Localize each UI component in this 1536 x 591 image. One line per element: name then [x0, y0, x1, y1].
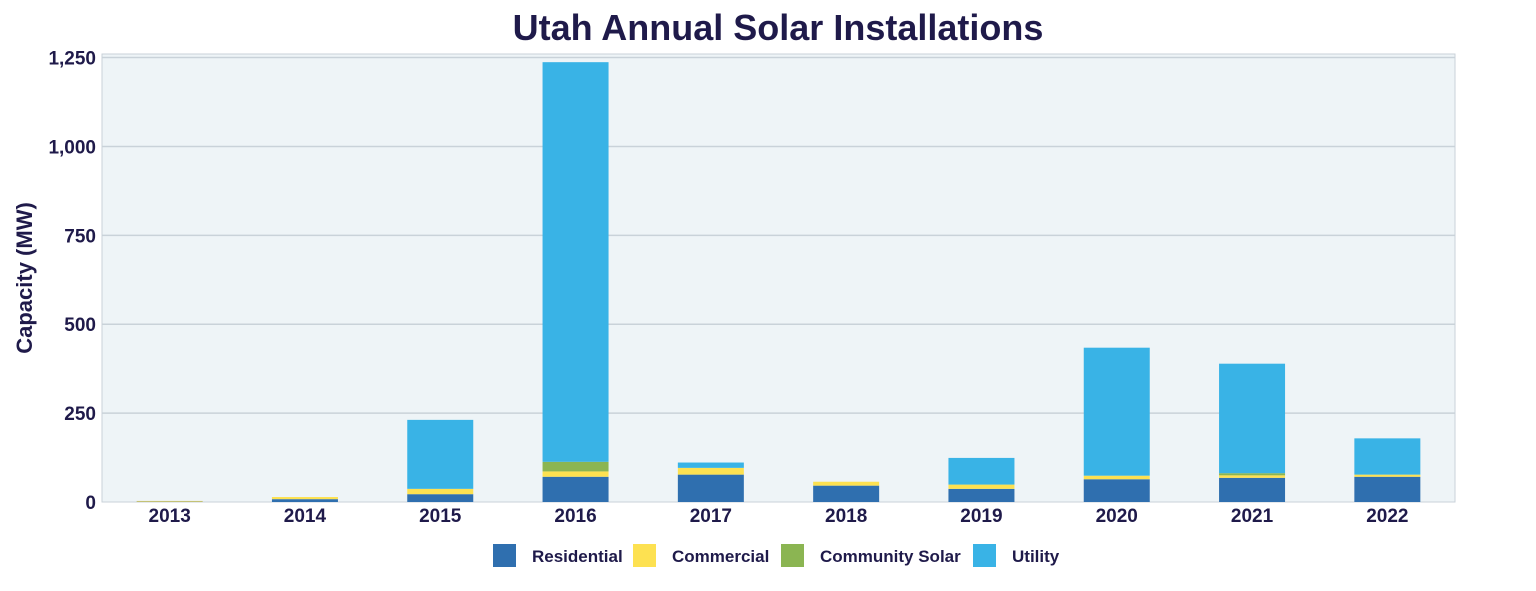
- bar-commercial-2017: [677, 467, 744, 475]
- bar-commercial-2021: [1219, 475, 1286, 478]
- y-tick-label: 0: [85, 493, 96, 514]
- bar-commercial-2019: [948, 484, 1015, 489]
- bar-residential-2019: [948, 488, 1015, 502]
- bar-commercial-2015: [407, 488, 474, 495]
- legend-item-utility[interactable]: Utility: [973, 544, 1060, 567]
- legend-label: Utility: [1012, 547, 1060, 566]
- x-tick-label: 2020: [1096, 506, 1138, 527]
- legend-swatch: [781, 544, 804, 567]
- bar-residential-2015: [407, 494, 474, 502]
- bar-residential-2022: [1354, 476, 1421, 502]
- bar-residential-2020: [1083, 479, 1150, 502]
- bar-utility-2020: [1083, 347, 1150, 476]
- bar-residential-2014: [271, 499, 338, 502]
- legend-item-residential[interactable]: Residential: [493, 544, 623, 567]
- bar-commercial-2013: [136, 500, 203, 502]
- legend-swatch: [973, 544, 996, 567]
- bar-commercial-2016: [542, 471, 609, 477]
- bar-commercial-2020: [1083, 475, 1150, 480]
- legend-label: Commercial: [672, 547, 769, 566]
- y-axis-label: Capacity (MW): [12, 202, 37, 354]
- bar-residential-2017: [677, 474, 744, 502]
- bar-utility-2021: [1219, 363, 1286, 474]
- x-tick-label: 2018: [825, 506, 867, 527]
- legend-item-community-solar[interactable]: Community Solar: [781, 544, 961, 567]
- bar-residential-2018: [813, 485, 880, 502]
- bar-utility-2016: [542, 62, 609, 462]
- x-tick-label: 2015: [419, 506, 462, 527]
- bar-commercial-2022: [1354, 474, 1421, 477]
- bar-commercial-2014: [271, 497, 338, 500]
- x-tick-label: 2014: [284, 506, 327, 527]
- legend-label: Community Solar: [820, 547, 961, 566]
- y-tick-label: 500: [64, 315, 96, 336]
- y-tick-label: 750: [64, 226, 96, 247]
- legend-swatch: [633, 544, 656, 567]
- legend-label: Residential: [532, 547, 623, 566]
- y-tick-label: 1,250: [48, 49, 96, 70]
- chart-title: Utah Annual Solar Installations: [513, 7, 1044, 48]
- bar-community-solar-2021: [1219, 473, 1286, 476]
- y-tick-label: 250: [64, 404, 96, 425]
- bar-residential-2021: [1219, 477, 1286, 502]
- bar-commercial-2018: [813, 481, 880, 486]
- bar-utility-2019: [948, 457, 1015, 485]
- x-tick-label: 2021: [1231, 506, 1274, 527]
- legend-item-commercial[interactable]: Commercial: [633, 544, 769, 567]
- y-tick-label: 1,000: [48, 137, 96, 158]
- legend-swatch: [493, 544, 516, 567]
- x-tick-label: 2022: [1366, 506, 1408, 527]
- x-tick-label: 2016: [554, 506, 596, 527]
- bar-utility-2017: [677, 462, 744, 468]
- x-tick-label: 2019: [960, 506, 1002, 527]
- bar-utility-2022: [1354, 438, 1421, 475]
- x-tick-label: 2013: [149, 506, 191, 527]
- x-tick-label: 2017: [690, 506, 732, 527]
- bar-community-solar-2016: [542, 461, 609, 472]
- bar-utility-2015: [407, 419, 474, 489]
- bar-residential-2016: [542, 476, 609, 502]
